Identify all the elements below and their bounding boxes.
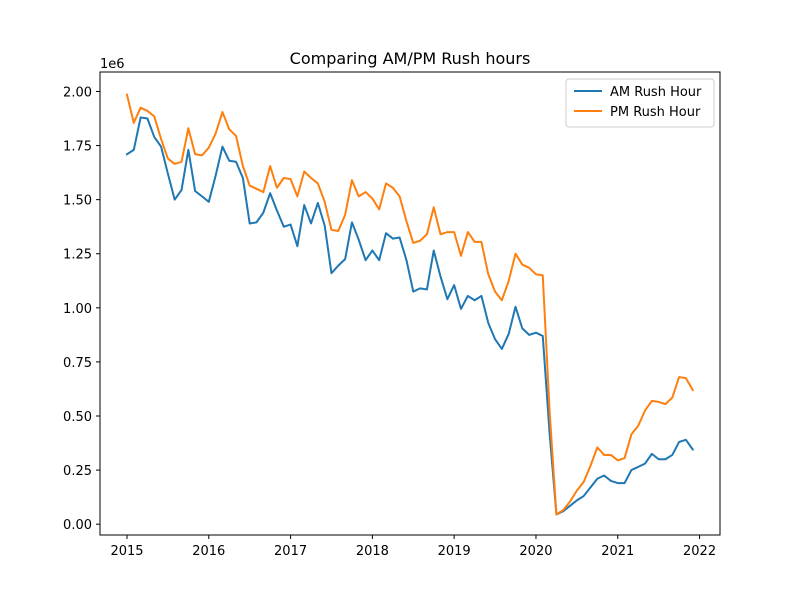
x-tick-label: 2016 <box>192 544 225 559</box>
legend-label-pm: PM Rush Hour <box>610 105 701 120</box>
y-tick-label: 0.50 <box>63 410 92 425</box>
y-tick-label: 1.00 <box>63 302 92 317</box>
y-offset-label: 1e6 <box>100 57 125 72</box>
x-tick-label: 2021 <box>601 544 634 559</box>
plot-area-frame <box>99 71 721 536</box>
x-tick-label: 2022 <box>683 544 716 559</box>
y-tick-label: 0.75 <box>63 356 92 371</box>
y-axis-ticks: 0.00 0.25 0.50 0.75 1.00 1.25 1.50 1.75 2.00 <box>63 85 100 533</box>
x-tick-label: 2020 <box>519 544 552 559</box>
legend-box <box>565 78 715 128</box>
x-axis-ticks: 2015 2016 2017 2018 2019 2020 2021 2022 <box>110 535 716 559</box>
x-tick-label: 2019 <box>438 544 471 559</box>
y-tick-label: 2.00 <box>63 85 92 100</box>
series-lines <box>125 93 695 516</box>
legend-label-am: AM Rush Hour <box>610 85 702 100</box>
x-tick-label: 2018 <box>356 544 389 559</box>
pm-rush-hour-line <box>125 93 695 516</box>
x-tick-label: 2017 <box>274 544 307 559</box>
y-tick-label: 1.50 <box>63 194 92 209</box>
y-tick-label: 1.25 <box>63 248 92 263</box>
x-tick-label: 2015 <box>110 544 143 559</box>
legend: AM Rush Hour PM Rush Hour <box>565 78 715 128</box>
chart-title: Comparing AM/PM Rush hours <box>290 49 531 68</box>
am-rush-hour-line <box>125 116 695 516</box>
y-tick-label: 1.75 <box>63 140 92 155</box>
y-tick-label: 0.00 <box>63 518 92 533</box>
y-tick-label: 0.25 <box>63 464 92 479</box>
